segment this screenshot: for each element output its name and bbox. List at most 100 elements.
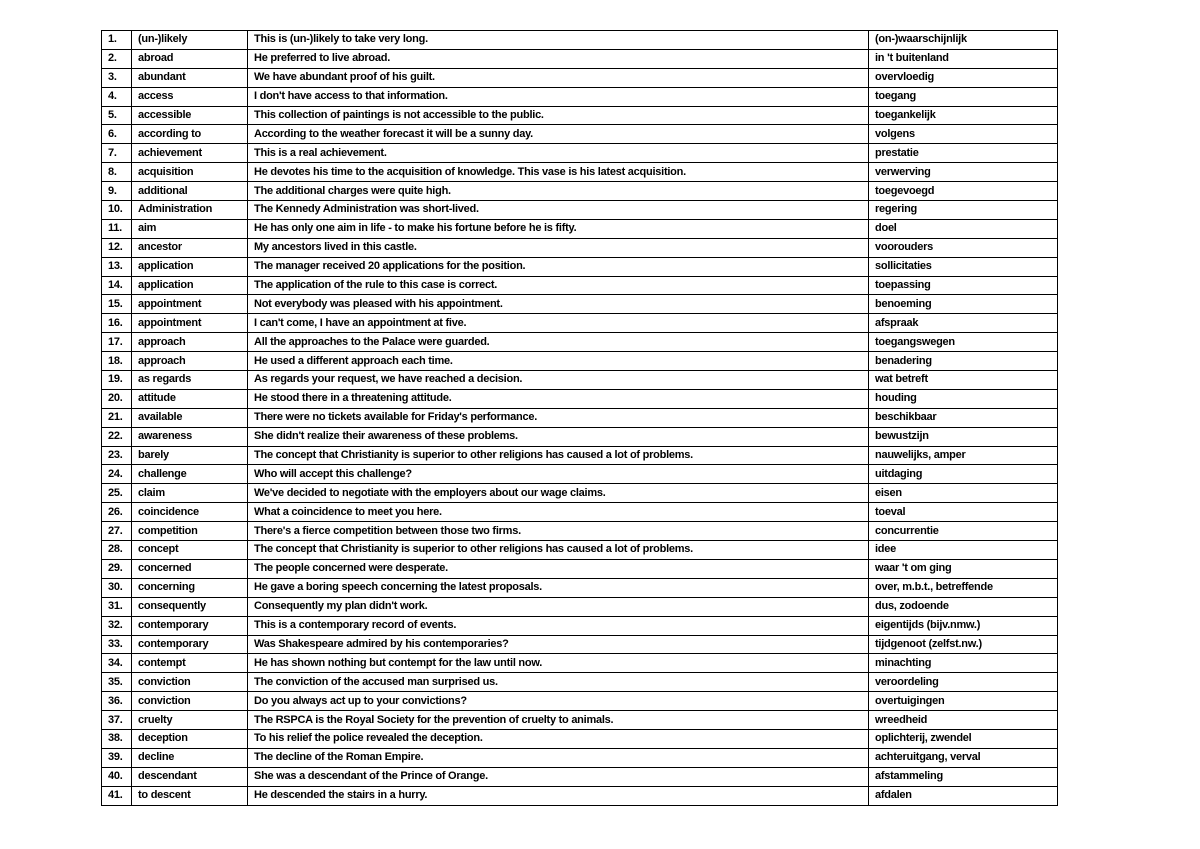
english-word: barely <box>131 445 248 466</box>
english-word: consequently <box>131 596 248 617</box>
example-sentence: She was a descendant of the Prince of Or… <box>247 766 869 787</box>
row-number: 31. <box>101 596 132 617</box>
row-number: 3. <box>101 67 132 88</box>
example-sentence: To his relief the police revealed the de… <box>247 728 869 749</box>
table-row: 30. concerning He gave a boring speech con… <box>101 577 1058 598</box>
example-sentence: He used a different approach each time. <box>247 351 869 372</box>
dutch-translation: volgens <box>868 124 1058 145</box>
example-sentence: He devotes his time to the acquisition o… <box>247 162 869 183</box>
row-number: 29. <box>101 558 132 579</box>
example-sentence: There were no tickets available for Frid… <box>247 407 869 428</box>
dutch-translation: regering <box>868 200 1058 220</box>
example-sentence: He gave a boring speech concerning the l… <box>247 577 869 598</box>
example-sentence: All the approaches to the Palace were gu… <box>247 332 869 353</box>
row-number: 37. <box>101 710 132 730</box>
row-number: 35. <box>101 672 132 693</box>
table-row: 34. contempt He has shown nothing but cont… <box>101 653 1058 674</box>
table-row: 12. ancestor My ancestors lived in this ca… <box>101 237 1058 258</box>
table-row: 10. Administration The Kennedy Administrat… <box>101 200 1058 220</box>
row-number: 39. <box>101 747 132 768</box>
table-row: 21. available There were no tickets availa… <box>101 407 1058 428</box>
english-word: claim <box>131 483 248 504</box>
english-word: concept <box>131 540 248 560</box>
table-row: 24. challenge Who will accept this challen… <box>101 464 1058 485</box>
table-row: 3. abundant We have abundant proof of his … <box>101 67 1058 88</box>
dutch-translation: toegangswegen <box>868 332 1058 353</box>
table-row: 8. acquisition He devotes his time to the … <box>101 162 1058 183</box>
english-word: conviction <box>131 691 248 712</box>
english-word: access <box>131 86 248 107</box>
vocabulary-table: 1. (un-)likely This is (un-)likely to take… <box>101 30 1058 806</box>
english-word: contempt <box>131 653 248 674</box>
table-row: 28. concept The concept that Christianity … <box>101 540 1058 560</box>
english-word: contemporary <box>131 634 248 655</box>
example-sentence: My ancestors lived in this castle. <box>247 237 869 258</box>
row-number: 26. <box>101 502 132 523</box>
table-row: 33. contemporary Was Shakespeare admired b… <box>101 634 1058 655</box>
example-sentence: Who will accept this challenge? <box>247 464 869 485</box>
dutch-translation: toepassing <box>868 275 1058 296</box>
dutch-translation: beschikbaar <box>868 407 1058 428</box>
example-sentence: What a coincidence to meet you here. <box>247 502 869 523</box>
row-number: 19. <box>101 370 132 390</box>
example-sentence: Not everybody was pleased with his appoi… <box>247 294 869 315</box>
row-number: 15. <box>101 294 132 315</box>
row-number: 7. <box>101 143 132 164</box>
dutch-translation: idee <box>868 540 1058 560</box>
example-sentence: He stood there in a threatening attitude… <box>247 388 869 409</box>
table-row: 14. application The application of the rul… <box>101 275 1058 296</box>
english-word: deception <box>131 728 248 749</box>
dutch-translation: achteruitgang, verval <box>868 747 1058 768</box>
table-row: 38. deception To his relief the police rev… <box>101 728 1058 749</box>
english-word: application <box>131 275 248 296</box>
example-sentence: Do you always act up to your convictions… <box>247 691 869 712</box>
example-sentence: Was Shakespeare admired by his contempor… <box>247 634 869 655</box>
english-word: abundant <box>131 67 248 88</box>
row-number: 4. <box>101 86 132 107</box>
english-word: concerning <box>131 577 248 598</box>
dutch-translation: toegang <box>868 86 1058 107</box>
example-sentence: We've decided to negotiate with the empl… <box>247 483 869 504</box>
english-word: abroad <box>131 48 248 69</box>
row-number: 20. <box>101 388 132 409</box>
dutch-translation: tijdgenoot (zelfst.nw.) <box>868 634 1058 655</box>
english-word: aim <box>131 218 248 239</box>
example-sentence: This is (un-)likely to take very long. <box>247 30 869 50</box>
dutch-translation: prestatie <box>868 143 1058 164</box>
example-sentence: The Kennedy Administration was short-liv… <box>247 200 869 220</box>
row-number: 2. <box>101 48 132 69</box>
dutch-translation: waar 't om ging <box>868 558 1058 579</box>
english-word: appointment <box>131 294 248 315</box>
table-row: 40. descendant She was a descendant of the… <box>101 766 1058 787</box>
row-number: 16. <box>101 313 132 334</box>
row-number: 6. <box>101 124 132 145</box>
dutch-translation: eisen <box>868 483 1058 504</box>
example-sentence: I don't have access to that information. <box>247 86 869 107</box>
row-number: 30. <box>101 577 132 598</box>
row-number: 36. <box>101 691 132 712</box>
example-sentence: He has only one aim in life - to make hi… <box>247 218 869 239</box>
example-sentence: There's a fierce competition between tho… <box>247 521 869 542</box>
english-word: Administration <box>131 200 248 220</box>
english-word: awareness <box>131 426 248 447</box>
english-word: to descent <box>131 785 248 806</box>
dutch-translation: uitdaging <box>868 464 1058 485</box>
table-row: 41. to descent He descended the stairs in … <box>101 785 1058 806</box>
table-row: 31. consequently Consequently my plan didn… <box>101 596 1058 617</box>
table-row: 23. barely The concept that Christianity i… <box>101 445 1058 466</box>
english-word: acquisition <box>131 162 248 183</box>
example-sentence: He preferred to live abroad. <box>247 48 869 69</box>
dutch-translation: minachting <box>868 653 1058 674</box>
example-sentence: The manager received 20 applications for… <box>247 256 869 277</box>
example-sentence: According to the weather forecast it wil… <box>247 124 869 145</box>
english-word: contemporary <box>131 615 248 636</box>
row-number: 24. <box>101 464 132 485</box>
dutch-translation: sollicitaties <box>868 256 1058 277</box>
dutch-translation: wat betreft <box>868 370 1058 390</box>
table-row: 25. claim We've decided to negotiate with … <box>101 483 1058 504</box>
row-number: 1. <box>101 30 132 50</box>
example-sentence: I can't come, I have an appointment at f… <box>247 313 869 334</box>
dutch-translation: toegankelijk <box>868 105 1058 126</box>
english-word: conviction <box>131 672 248 693</box>
dutch-translation: oplichterij, zwendel <box>868 728 1058 749</box>
